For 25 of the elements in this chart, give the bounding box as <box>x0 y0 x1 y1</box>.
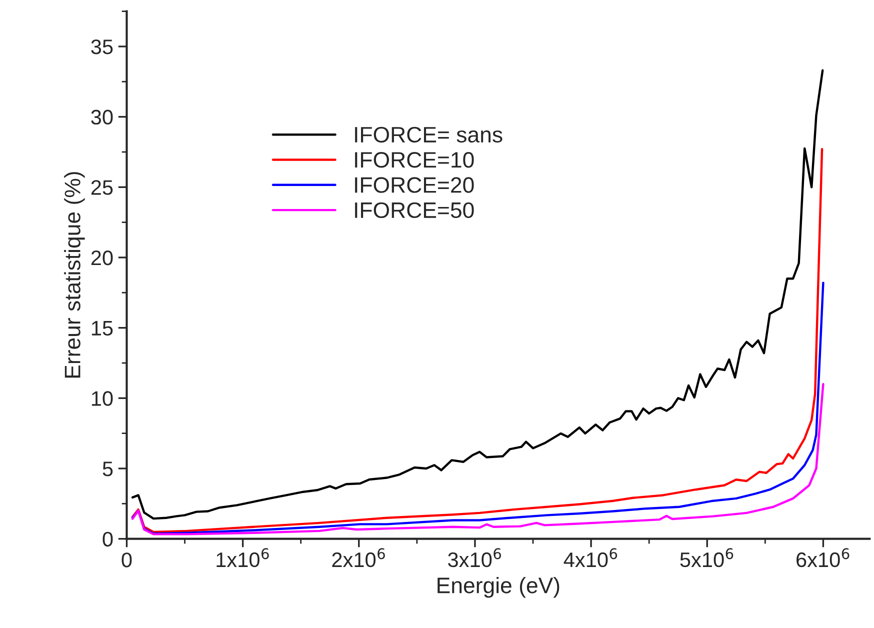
legend-label: IFORCE=50 <box>355 202 474 218</box>
legend-label: IFORCE=20 <box>355 177 474 193</box>
y-tick-label: 0 <box>102 532 113 547</box>
x-tick-label: 3x10$^{6}$ <box>448 548 501 568</box>
line-series <box>131 148 824 534</box>
x-tick-label: 2x10$^{6}$ <box>332 548 385 568</box>
legend-label: IFORCE= sans <box>355 126 502 143</box>
x-tick-label: 4x10$^{6}$ <box>564 548 618 568</box>
y-tick-label: 25 <box>91 180 113 195</box>
x-tick-label: 5x10$^{6}$ <box>680 548 734 568</box>
y-tick-label: 35 <box>91 39 113 54</box>
line-series <box>131 382 824 536</box>
y-tick-label: 5 <box>102 462 113 476</box>
y-tick-label: 15 <box>92 321 113 336</box>
y-tick-label: 30 <box>91 110 113 125</box>
x-axis-title: Energie (eV) <box>438 576 560 598</box>
x-tick-label: 6x10$^{6}$ <box>796 548 850 568</box>
line-series <box>131 282 824 535</box>
x-tick-label: 1x10$^{6}$ <box>216 548 269 568</box>
x-tick-label: 0 <box>122 552 132 568</box>
y-axis-title: Erreur statistique (%) <box>64 172 85 378</box>
line-series <box>131 69 824 520</box>
y-tick-label: 20 <box>91 250 113 266</box>
legend-label: IFORCE=10 <box>355 152 474 168</box>
y-tick-label: 10 <box>92 391 113 406</box>
